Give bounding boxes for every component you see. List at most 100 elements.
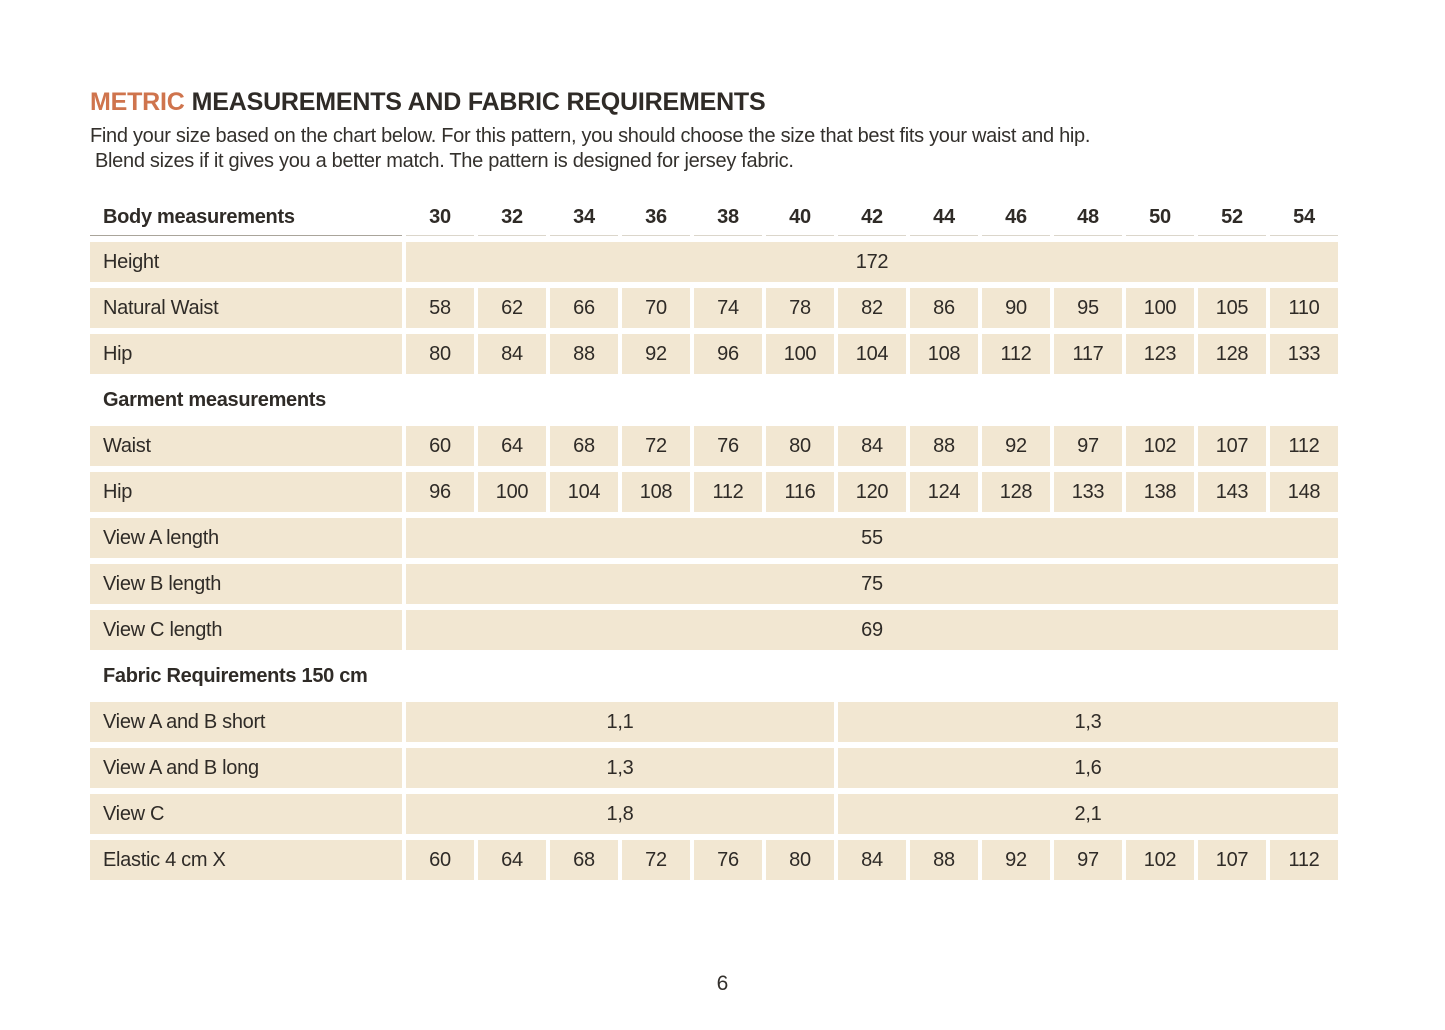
value-cell: 128 — [982, 472, 1050, 512]
page-title-rest: MEASUREMENTS AND FABRIC REQUIREMENTS — [191, 88, 766, 116]
value-cell: 60 — [406, 840, 474, 880]
size-column-header: 32 — [478, 196, 546, 236]
value-cell: 96 — [406, 472, 474, 512]
size-column-header: 40 — [766, 196, 834, 236]
section-header: Fabric Requirements 150 cm — [103, 664, 368, 687]
size-column-header: 52 — [1198, 196, 1266, 236]
size-column-header: 54 — [1270, 196, 1338, 236]
value-cell: 100 — [478, 472, 546, 512]
value-cell: 97 — [1054, 426, 1122, 466]
value-cell: 96 — [694, 334, 762, 374]
value-cell: 97 — [1054, 840, 1122, 880]
value-cell: 84 — [838, 840, 906, 880]
page-number: 6 — [716, 972, 729, 995]
value-cell: 92 — [622, 334, 690, 374]
merged-value-cell: 2,1 — [838, 794, 1338, 834]
size-column-header: 34 — [550, 196, 618, 236]
value-cell: 80 — [766, 426, 834, 466]
value-cell: 76 — [694, 426, 762, 466]
value-cell: 110 — [1270, 288, 1338, 328]
merged-value-cell: 69 — [406, 610, 1338, 650]
size-column-header: 36 — [622, 196, 690, 236]
value-cell: 92 — [982, 426, 1050, 466]
value-cell: 108 — [910, 334, 978, 374]
value-cell: 60 — [406, 426, 474, 466]
value-cell: 100 — [766, 334, 834, 374]
value-cell: 108 — [622, 472, 690, 512]
value-cell: 138 — [1126, 472, 1194, 512]
value-cell: 120 — [838, 472, 906, 512]
size-column-header: 48 — [1054, 196, 1122, 236]
value-cell: 112 — [1270, 426, 1338, 466]
value-cell: 80 — [766, 840, 834, 880]
value-cell: 112 — [1270, 840, 1338, 880]
row-label: View A and B long — [90, 748, 402, 788]
intro-line-2: Blend sizes if it gives you a better mat… — [95, 150, 794, 172]
merged-value-cell: 1,8 — [406, 794, 834, 834]
value-cell: 123 — [1126, 334, 1194, 374]
value-cell: 84 — [478, 334, 546, 374]
value-cell: 102 — [1126, 840, 1194, 880]
row-label: View C — [90, 794, 402, 834]
size-column-header: 30 — [406, 196, 474, 236]
value-cell: 70 — [622, 288, 690, 328]
value-cell: 88 — [910, 840, 978, 880]
value-cell: 107 — [1198, 426, 1266, 466]
value-cell: 78 — [766, 288, 834, 328]
value-cell: 100 — [1126, 288, 1194, 328]
value-cell: 116 — [766, 472, 834, 512]
value-cell: 117 — [1054, 334, 1122, 374]
value-cell: 88 — [550, 334, 618, 374]
size-column-header: 42 — [838, 196, 906, 236]
value-cell: 68 — [550, 426, 618, 466]
row-label: View A length — [90, 518, 402, 558]
row-label: Hip — [90, 472, 402, 512]
value-cell: 90 — [982, 288, 1050, 328]
value-cell: 143 — [1198, 472, 1266, 512]
value-cell: 104 — [838, 334, 906, 374]
value-cell: 72 — [622, 840, 690, 880]
value-cell: 128 — [1198, 334, 1266, 374]
value-cell: 82 — [838, 288, 906, 328]
value-cell: 86 — [910, 288, 978, 328]
value-cell: 92 — [982, 840, 1050, 880]
merged-value-cell: 1,1 — [406, 702, 834, 742]
value-cell: 102 — [1126, 426, 1194, 466]
value-cell: 107 — [1198, 840, 1266, 880]
merged-value-cell: 55 — [406, 518, 1338, 558]
merged-value-cell: 75 — [406, 564, 1338, 604]
value-cell: 58 — [406, 288, 474, 328]
value-cell: 76 — [694, 840, 762, 880]
intro-line-1: Find your size based on the chart below.… — [90, 125, 1091, 147]
value-cell: 112 — [694, 472, 762, 512]
value-cell: 84 — [838, 426, 906, 466]
value-cell: 80 — [406, 334, 474, 374]
merged-value-cell: 1,6 — [838, 748, 1338, 788]
value-cell: 133 — [1054, 472, 1122, 512]
row-label: Elastic 4 cm X — [90, 840, 402, 880]
merged-value-cell: 1,3 — [838, 702, 1338, 742]
value-cell: 64 — [478, 426, 546, 466]
row-label: View A and B short — [90, 702, 402, 742]
table-header-label: Body measurements — [90, 196, 402, 236]
page-title: METRIC MEASUREMENTS AND FABRIC REQUIREMEN… — [90, 88, 1445, 117]
value-cell: 88 — [910, 426, 978, 466]
value-cell: 66 — [550, 288, 618, 328]
size-column-header: 38 — [694, 196, 762, 236]
value-cell: 148 — [1270, 472, 1338, 512]
merged-value-cell: 1,3 — [406, 748, 834, 788]
value-cell: 133 — [1270, 334, 1338, 374]
merged-value-cell: 172 — [406, 242, 1338, 282]
row-label: Height — [90, 242, 402, 282]
value-cell: 64 — [478, 840, 546, 880]
size-column-header: 50 — [1126, 196, 1194, 236]
row-label: Hip — [90, 334, 402, 374]
value-cell: 68 — [550, 840, 618, 880]
row-label: Waist — [90, 426, 402, 466]
value-cell: 104 — [550, 472, 618, 512]
size-column-header: 44 — [910, 196, 978, 236]
value-cell: 74 — [694, 288, 762, 328]
value-cell: 72 — [622, 426, 690, 466]
size-table: Body measurements 30 32 34 36 38 40 42 44 46 48 50 5… — [90, 196, 1338, 880]
